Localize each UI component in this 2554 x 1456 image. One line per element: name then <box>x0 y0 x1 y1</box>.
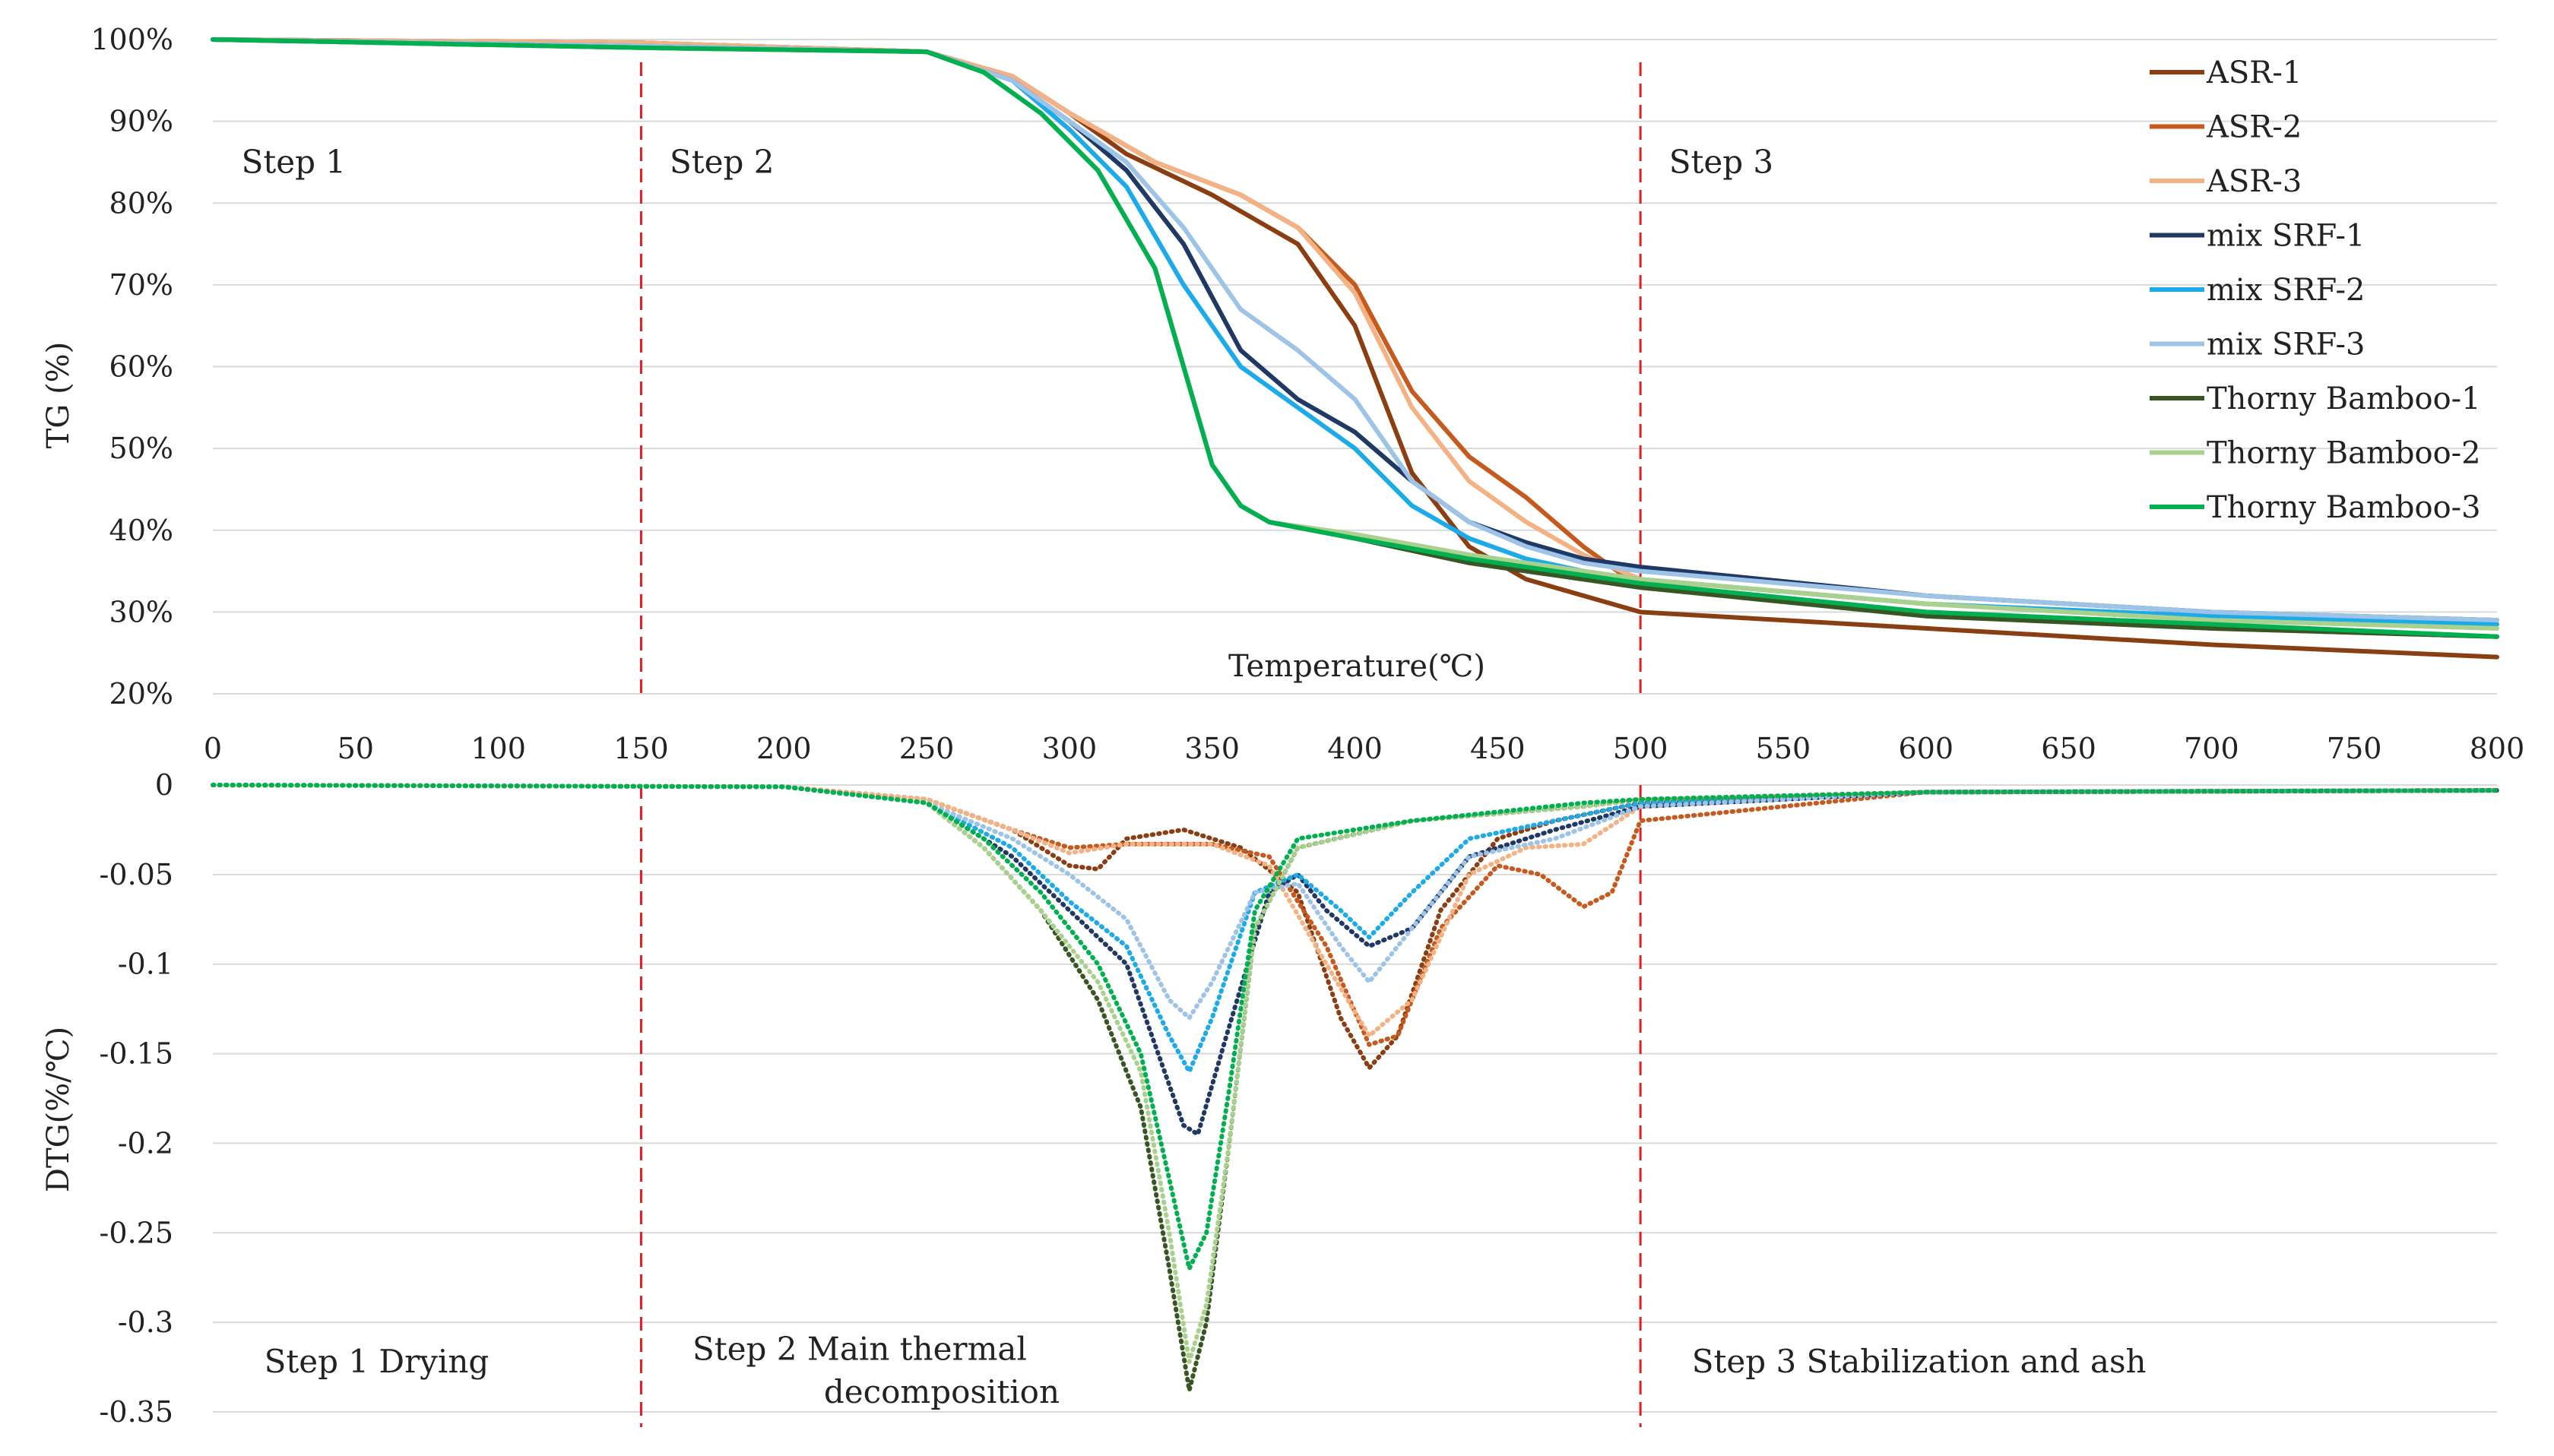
dtg-step-label: Step 1 Drying <box>265 1343 490 1380</box>
x-tick-label: 200 <box>756 732 812 765</box>
dtg-y-tick-label: -0.25 <box>100 1216 173 1249</box>
dtg-step-labels: Step 1 Drying Step 2 Main thermal decompos… <box>265 1331 2147 1411</box>
x-tick-label: 150 <box>613 732 669 765</box>
tg-line-thorny-bamboo-1 <box>211 37 2499 639</box>
legend-label-asr-3: ASR-3 <box>2206 164 2302 199</box>
tg-y-tick-label: 100% <box>90 23 173 56</box>
tg-series-lines <box>211 37 2499 660</box>
x-tick-label: 0 <box>204 732 222 765</box>
dtg-step-dividers <box>639 785 1642 1427</box>
tg-y-tick-label: 20% <box>109 677 173 711</box>
dtg-line-mix-srf-3 <box>211 783 2499 1021</box>
tg-line-asr-2 <box>211 37 2499 639</box>
legend-label-thorny-bamboo-1: Thorny Bamboo-1 <box>2207 381 2481 416</box>
x-tick-labels: 0 50 100 150 200 250 300 350 400 450 500 550 600 650 7… <box>204 732 2524 765</box>
tg-y-tick-label: 90% <box>109 105 173 138</box>
tg-y-tick-label: 30% <box>109 595 173 628</box>
dtg-line-thorny-bamboo-2 <box>211 783 2499 1364</box>
dtg-series-lines <box>211 783 2499 1393</box>
x-tick-label: 700 <box>2184 732 2239 765</box>
dtg-y-tick-labels: 0 -0.05 -0.1 -0.15 -0.2 -0.25 -0.3 -0.35 <box>100 768 173 1429</box>
legend-label-asr-2: ASR-2 <box>2206 110 2302 145</box>
tg-y-tick-label: 60% <box>109 350 173 384</box>
tg-step-dividers <box>639 62 1642 694</box>
legend-label-thorny-bamboo-2: Thorny Bamboo-2 <box>2207 436 2481 471</box>
x-tick-label: 250 <box>899 732 955 765</box>
tg-step-label: Step 2 <box>670 143 774 180</box>
tg-y-tick-label: 80% <box>109 186 173 220</box>
dtg-y-tick-label: -0.1 <box>118 948 173 981</box>
tg-y-axis-title: TG (%) <box>41 342 76 449</box>
tg-y-tick-labels: 100% 90% 80% 70% 60% 50% 40% 30% 20% <box>90 23 173 711</box>
dtg-y-axis-title: DTG(%/℃) <box>41 1027 76 1192</box>
dtg-y-tick-label: -0.3 <box>118 1306 173 1339</box>
dtg-step-label: decomposition <box>824 1373 1060 1410</box>
dtg-line-thorny-bamboo-1 <box>211 783 2499 1393</box>
dtg-gridlines <box>213 784 2497 1413</box>
dtg-line-mix-srf-1 <box>211 783 2499 1137</box>
tg-step-label: Step 3 <box>1669 143 1773 180</box>
dtg-y-tick-label: -0.35 <box>100 1395 173 1429</box>
legend-label-mix-srf-3: mix SRF-3 <box>2207 328 2365 362</box>
x-tick-label: 500 <box>1613 732 1668 765</box>
dtg-y-tick-label: -0.15 <box>100 1037 173 1071</box>
x-tick-label: 800 <box>2470 732 2525 765</box>
x-tick-label: 550 <box>1756 732 1811 765</box>
x-tick-label: 400 <box>1327 732 1383 765</box>
dtg-panel: 0 -0.05 -0.1 -0.15 -0.2 -0.25 -0.3 -0.35 Step 1… <box>41 768 2499 1429</box>
tg-y-tick-label: 50% <box>109 432 173 465</box>
dtg-line-asr-3 <box>211 783 2499 1038</box>
tg-y-tick-label: 70% <box>109 268 173 302</box>
x-tick-label: 750 <box>2327 732 2382 765</box>
dtg-step-label: Step 2 Main thermal <box>692 1331 1027 1368</box>
x-tick-label: 600 <box>1898 732 1954 765</box>
dtg-y-tick-label: -0.2 <box>118 1126 173 1160</box>
tg-line-mix-srf-3 <box>211 37 2499 623</box>
x-axis-title: Temperature(℃) <box>1228 649 1485 684</box>
dtg-step-label: Step 3 Stabilization and ash <box>1692 1343 2147 1380</box>
x-tick-label: 350 <box>1184 732 1240 765</box>
legend-label-thorny-bamboo-3: Thorny Bamboo-3 <box>2207 490 2481 525</box>
dtg-y-tick-label: -0.05 <box>100 858 173 891</box>
tg-panel: 100%90%80%70%60%50%40%30%20% Step 1 Step … <box>41 23 2499 711</box>
tg-line-asr-1 <box>211 37 2499 660</box>
tg-step-label: Step 1 <box>242 143 346 180</box>
legend: ASR-1 ASR-2 ASR-3 mix SRF-1 mix SRF-2 mix SRF… <box>2150 55 2481 525</box>
x-tick-label: 450 <box>1470 732 1526 765</box>
tg-step-labels: Step 1 Step 2 Step 3 <box>242 143 1774 180</box>
legend-label-mix-srf-2: mix SRF-2 <box>2207 273 2365 308</box>
tg-y-tick-label: 40% <box>109 514 173 547</box>
tg-line-thorny-bamboo-3 <box>211 37 2499 639</box>
dtg-y-tick-label: 0 <box>155 768 173 802</box>
legend-label-mix-srf-1: mix SRF-1 <box>2207 219 2365 254</box>
tg-gridlines <box>213 39 2497 695</box>
x-tick-label: 300 <box>1042 732 1098 765</box>
x-tick-label: 650 <box>2041 732 2096 765</box>
dtg-line-thorny-bamboo-3 <box>211 783 2499 1271</box>
legend-label-asr-1: ASR-1 <box>2206 55 2302 90</box>
x-tick-label: 50 <box>337 732 374 765</box>
dtg-line-asr-2 <box>211 783 2499 1047</box>
x-tick-label: 100 <box>471 732 526 765</box>
